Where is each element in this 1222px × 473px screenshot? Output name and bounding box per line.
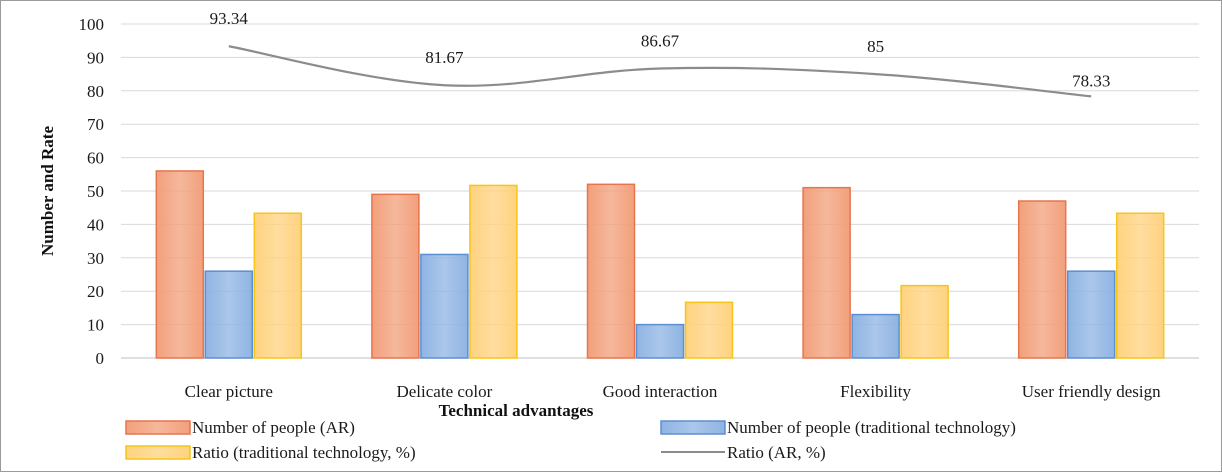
bar-2-flexibility — [851, 313, 900, 359]
x-tick-label: Delicate color — [396, 382, 492, 401]
ratio-ar-line — [228, 45, 1092, 98]
data-label: 86.67 — [641, 32, 680, 51]
bar-1-user-friendly-design — [1017, 200, 1067, 359]
data-label: 85 — [867, 37, 884, 56]
data-label: 93.34 — [210, 9, 249, 28]
x-tick-label: Flexibility — [840, 382, 911, 401]
data-labels: 93.34 81.67 86.67 85 78.33 — [210, 9, 1111, 90]
y-tick-label: 50 — [87, 182, 104, 201]
legend-label: Number of people (AR) — [192, 418, 355, 437]
bar-2-user-friendly-design — [1066, 270, 1116, 359]
bar-1-flexibility — [802, 186, 851, 359]
y-tick-label: 0 — [96, 349, 105, 368]
bars — [155, 170, 1165, 359]
x-tick-label: Good interaction — [603, 382, 718, 401]
legend-label: Number of people (traditional technology… — [727, 418, 1016, 437]
bar-1-good-interaction — [586, 183, 636, 359]
legend-swatch — [660, 420, 726, 435]
data-label: 78.33 — [1072, 71, 1110, 90]
bar-3-user-friendly-design — [1115, 212, 1165, 359]
y-tick-label: 80 — [87, 82, 104, 101]
x-axis-title: Technical advantages — [439, 401, 594, 420]
y-tick-label: 90 — [87, 48, 104, 67]
y-tick-label: 30 — [87, 249, 104, 268]
legend-swatch — [125, 420, 191, 435]
bar-2-good-interaction — [635, 323, 685, 359]
bar-2-clear-picture — [204, 270, 254, 359]
y-axis-title: Number and Rate — [38, 126, 57, 256]
legend-label: Ratio (traditional technology, %) — [192, 443, 416, 462]
data-label: 81.67 — [425, 48, 464, 67]
bar-2-delicate-color — [420, 253, 469, 359]
legend: Number of people (AR) Number of people (t… — [125, 418, 1016, 462]
y-tick-label: 70 — [87, 115, 104, 134]
y-tick-label: 10 — [87, 316, 104, 335]
x-tick-labels: Clear picture Delicate color Good interact… — [185, 382, 1161, 401]
bar-1-delicate-color — [371, 193, 420, 359]
bar-3-clear-picture — [253, 212, 303, 359]
bar-3-delicate-color — [469, 184, 518, 359]
y-tick-label: 40 — [87, 215, 104, 234]
legend-label: Ratio (AR, %) — [727, 443, 826, 462]
y-tick-label: 20 — [87, 282, 104, 301]
ratio-line — [228, 45, 1092, 98]
y-tick-label: 60 — [87, 149, 104, 168]
bar-3-flexibility — [900, 284, 949, 359]
legend-swatch — [125, 445, 191, 460]
bar-1-clear-picture — [155, 170, 205, 359]
y-tick-labels: 0 10 20 30 40 50 60 70 80 90 100 — [79, 15, 105, 368]
x-tick-label: Clear picture — [185, 382, 273, 401]
bar-3-good-interaction — [684, 301, 734, 359]
x-tick-label: User friendly design — [1022, 382, 1161, 401]
y-tick-label: 100 — [79, 15, 105, 34]
